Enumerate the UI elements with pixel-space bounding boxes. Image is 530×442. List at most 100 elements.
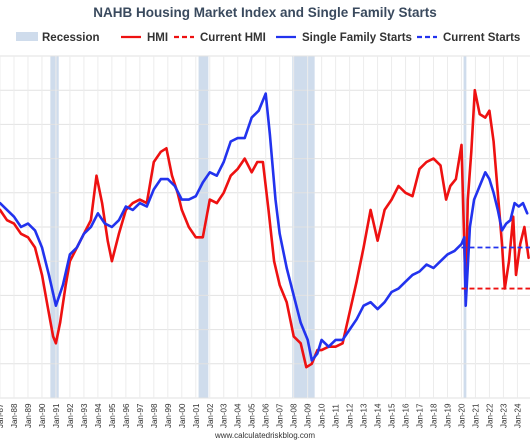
hmi-line-point-75 xyxy=(466,198,469,201)
starts-line-point-23 xyxy=(159,178,162,181)
x-tick-b3: Jan-94 xyxy=(94,403,103,428)
starts-line-point-4 xyxy=(27,222,29,225)
starts-line-point-73 xyxy=(478,185,481,187)
hmi-line xyxy=(0,88,530,369)
starts-line-point-59 xyxy=(397,287,400,290)
starts-line-point-65 xyxy=(439,260,442,263)
starts-line-point-2 xyxy=(13,215,15,218)
starts-line-point-71 xyxy=(468,226,471,228)
x-tick-a2: Jan-91 xyxy=(52,403,61,428)
starts-line-point-18 xyxy=(124,205,127,208)
hmi-line-point-52 xyxy=(320,349,323,352)
hmi-line-point-40 xyxy=(250,171,253,174)
hmi-line-point-15 xyxy=(89,219,92,222)
hmi-line-point-1 xyxy=(6,219,8,222)
legend-label-3: Single Family Starts xyxy=(302,32,412,44)
starts-line-point-80 xyxy=(509,219,512,222)
x-tick-a1: Jan-89 xyxy=(24,403,33,428)
hmi-line-point-48 xyxy=(299,342,302,345)
x-tick-b17: Jan-22 xyxy=(485,403,494,428)
starts-line-point-24 xyxy=(166,178,169,181)
hmi-line-point-22 xyxy=(131,202,134,204)
hmi-line-point-27 xyxy=(165,147,168,150)
hmi-line-point-88 xyxy=(519,243,522,246)
legend-label-2: Current HMI xyxy=(200,32,266,44)
starts-line-point-17 xyxy=(117,219,120,222)
starts-line-point-43 xyxy=(292,294,295,297)
starts-line-point-9 xyxy=(62,284,64,287)
chart-legend: Recession HMI Current HMI Single Family Sta… xyxy=(16,32,520,44)
starts-line-point-10 xyxy=(69,253,71,256)
hmi-line-point-64 xyxy=(404,191,407,194)
starts-line-point-63 xyxy=(425,263,428,266)
starts-line-point-72 xyxy=(473,198,475,201)
hmi-line-point-65 xyxy=(411,195,414,198)
x-tick-b2: Jan-92 xyxy=(66,403,75,428)
x-tick-a0: Jan-87 xyxy=(0,403,5,428)
hmi-line-point-47 xyxy=(292,335,295,338)
hmi-line-point-30 xyxy=(180,209,183,211)
x-tick-a16: Jan-19 xyxy=(443,403,452,428)
hmi-line-point-4 xyxy=(27,236,29,239)
hmi-line-point-44 xyxy=(273,260,275,263)
hmi-line-point-90 xyxy=(527,256,530,259)
x-tick-b5: Jan-98 xyxy=(150,403,159,428)
x-tick-b10: Jan-08 xyxy=(290,403,299,428)
starts-line-point-49 xyxy=(327,345,330,348)
series-lines xyxy=(0,88,530,369)
x-tick-b18: Jan-24 xyxy=(513,403,522,428)
x-tick-b9: Jan-06 xyxy=(262,403,271,428)
starts-line-point-55 xyxy=(369,301,372,304)
hmi-line-point-7 xyxy=(46,304,49,307)
hmi-line-point-17 xyxy=(101,202,103,204)
hmi-line-point-69 xyxy=(439,164,442,167)
starts-line-point-41 xyxy=(278,232,281,235)
hmi-line-point-41 xyxy=(256,161,259,163)
x-tick-b4: Jan-96 xyxy=(122,403,131,428)
starts-line-point-14 xyxy=(96,212,99,215)
starts-line-point-66 xyxy=(446,253,449,256)
starts-line-point-29 xyxy=(201,181,204,184)
x-axis-ticks: Jan-87 Jan-89 Jan-91 Jan-93 Jan-95 Jan-97 Jan-… xyxy=(0,403,522,428)
hmi-line-point-81 xyxy=(492,140,495,143)
hmi-line-point-10 xyxy=(59,321,62,324)
hmi-line-point-86 xyxy=(512,215,515,218)
hmi-line-point-72 xyxy=(454,178,457,181)
hmi-line-point-35 xyxy=(215,202,218,204)
hmi-line-point-32 xyxy=(194,236,197,239)
starts-line-point-28 xyxy=(194,195,197,198)
hmi-line-point-25 xyxy=(152,161,155,163)
hmi-line-point-26 xyxy=(159,150,162,153)
starts-line-point-30 xyxy=(208,171,211,174)
hmi-line-point-0 xyxy=(0,209,1,211)
x-tick-a10: Jan-07 xyxy=(276,403,285,428)
starts-line-point-48 xyxy=(320,338,323,341)
hmi-line-point-5 xyxy=(34,246,36,249)
starts-line-point-68 xyxy=(460,243,463,246)
starts-line-point-62 xyxy=(418,270,421,273)
hmi-line-point-23 xyxy=(138,198,141,201)
hmi-line-point-58 xyxy=(362,246,365,249)
legend-label-1: HMI xyxy=(147,32,168,44)
x-tick-b8: Jan-04 xyxy=(234,403,243,428)
x-tick-b15: Jan-18 xyxy=(430,403,439,428)
hmi-line-point-66 xyxy=(418,167,421,170)
starts-line-point-46 xyxy=(310,359,313,362)
hmi-line-point-77 xyxy=(473,89,476,92)
x-tick-a12: Jan-11 xyxy=(332,404,341,428)
starts-line-point-22 xyxy=(152,188,155,191)
hmi-line-point-37 xyxy=(229,174,232,177)
x-tick-b14: Jan-16 xyxy=(402,403,411,428)
starts-line-point-20 xyxy=(138,202,141,204)
starts-line-point-84 xyxy=(526,212,529,215)
starts-line-point-53 xyxy=(355,318,358,321)
starts-line-point-1 xyxy=(6,209,8,211)
hmi-line-point-70 xyxy=(445,198,447,201)
hmi-line-point-59 xyxy=(369,209,372,211)
starts-line-point-33 xyxy=(229,140,232,143)
hmi-line-point-3 xyxy=(20,232,22,235)
grid-lines xyxy=(0,55,530,399)
starts-line-point-21 xyxy=(145,205,148,208)
hmi-line-point-60 xyxy=(376,239,379,242)
